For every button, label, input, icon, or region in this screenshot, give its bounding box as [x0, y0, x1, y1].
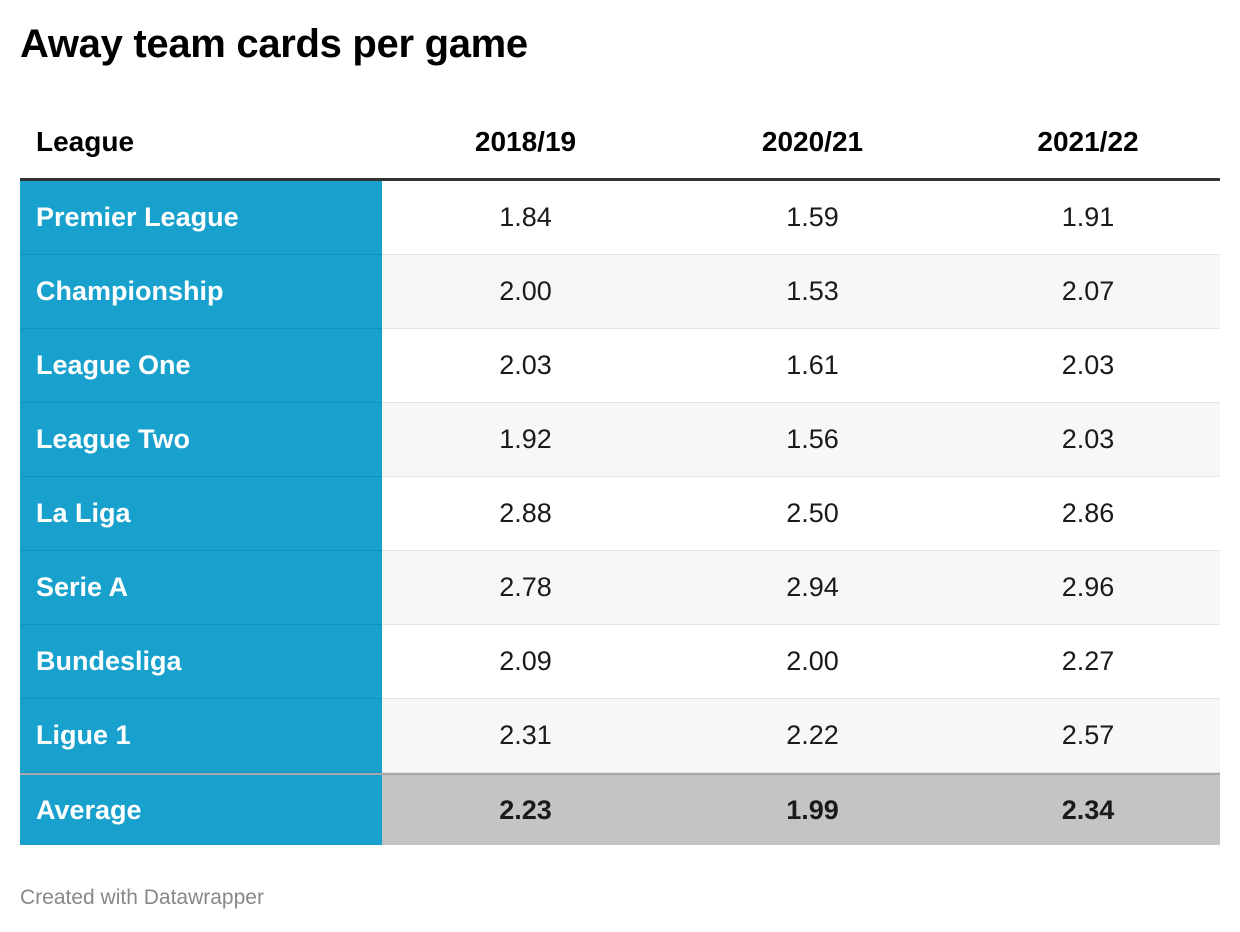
value-cell: 1.84 — [382, 181, 669, 255]
value-cell: 1.92 — [382, 403, 669, 477]
value-cell: 2.22 — [669, 699, 956, 773]
value-cell: 2.03 — [382, 329, 669, 403]
column-header-2021-22: 2021/22 — [1037, 126, 1139, 157]
column-header-2018-19: 2018/19 — [474, 126, 577, 157]
table-row: Championship 2.00 1.53 2.07 — [20, 255, 1220, 329]
table-header-row: League 2018/19 2020/21 2021/22 — [20, 106, 1220, 181]
value-cell: 1.61 — [669, 329, 956, 403]
value-cell: 1.91 — [956, 181, 1220, 255]
league-name-cell: Championship — [20, 255, 382, 329]
league-name-cell: League Two — [20, 403, 382, 477]
value-cell: 2.00 — [382, 255, 669, 329]
league-name-cell: Ligue 1 — [20, 699, 382, 773]
table-row: La Liga 2.88 2.50 2.86 — [20, 477, 1220, 551]
value-cell: 2.03 — [956, 329, 1220, 403]
value-cell: 2.78 — [382, 551, 669, 625]
league-name-cell: Serie A — [20, 551, 382, 625]
league-name-cell: Average — [20, 775, 382, 845]
value-cell: 2.09 — [382, 625, 669, 699]
table-row: League One 2.03 1.61 2.03 — [20, 329, 1220, 403]
table-row: Bundesliga 2.09 2.00 2.27 — [20, 625, 1220, 699]
value-cell: 1.99 — [669, 775, 956, 845]
table-row: Ligue 1 2.31 2.22 2.57 — [20, 699, 1220, 773]
value-cell: 2.07 — [956, 255, 1220, 329]
value-cell: 2.27 — [956, 625, 1220, 699]
value-cell: 2.96 — [956, 551, 1220, 625]
column-header-league: League — [36, 126, 135, 157]
value-cell: 2.34 — [956, 775, 1220, 845]
chart-title: Away team cards per game — [20, 22, 528, 66]
value-cell: 2.00 — [669, 625, 956, 699]
table-row-average: Average 2.23 1.99 2.34 — [20, 773, 1220, 845]
table-row: League Two 1.92 1.56 2.03 — [20, 403, 1220, 477]
value-cell: 2.03 — [956, 403, 1220, 477]
value-cell: 2.23 — [382, 775, 669, 845]
table-row: Serie A 2.78 2.94 2.96 — [20, 551, 1220, 625]
value-cell: 2.88 — [382, 477, 669, 551]
datawrapper-credit: Created with Datawrapper — [20, 886, 264, 909]
value-cell: 1.53 — [669, 255, 956, 329]
value-cell: 2.94 — [669, 551, 956, 625]
value-cell: 1.59 — [669, 181, 956, 255]
value-cell: 2.86 — [956, 477, 1220, 551]
league-name-cell: Bundesliga — [20, 625, 382, 699]
league-name-cell: La Liga — [20, 477, 382, 551]
league-name-cell: Premier League — [20, 181, 382, 255]
value-cell: 2.57 — [956, 699, 1220, 773]
table-body: Premier League 1.84 1.59 1.91 Championship 2.… — [20, 181, 1220, 845]
value-cell: 2.50 — [669, 477, 956, 551]
column-header-2020-21: 2020/21 — [761, 126, 864, 157]
table-row: Premier League 1.84 1.59 1.91 — [20, 181, 1220, 255]
league-name-cell: League One — [20, 329, 382, 403]
value-cell: 1.56 — [669, 403, 956, 477]
value-cell: 2.31 — [382, 699, 669, 773]
data-table: League 2018/19 2020/21 2021/22 Premier L… — [20, 106, 1220, 845]
